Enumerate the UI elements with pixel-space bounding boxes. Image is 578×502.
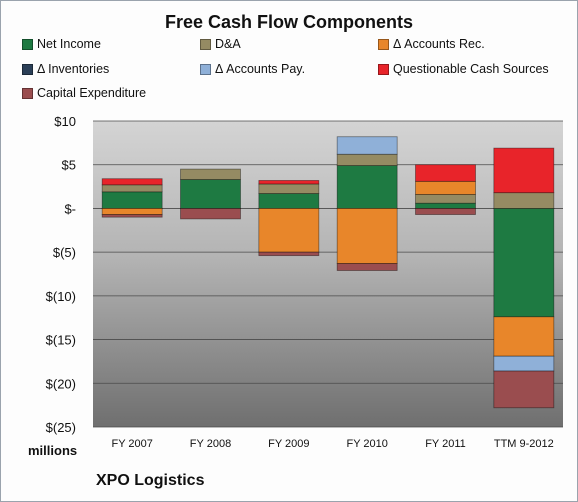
bar-segment [336,165,398,209]
bar-segment [415,208,476,215]
legend-swatch [22,38,33,50]
legend-swatch [22,87,33,99]
bar-segment [101,184,163,193]
bar-segment [180,208,241,220]
bar-segment [415,202,476,209]
bar-segment [493,316,555,357]
bar-segment [493,147,555,194]
bar-segment [258,193,320,209]
chart-title: Free Cash Flow Components [164,12,414,32]
bar-segment [493,370,555,409]
y-tick-label: $(5) [53,245,76,260]
legend-label: Net Income [37,37,101,51]
y-tick-label: $(20) [46,376,76,391]
x-tick-label: FY 2007 [111,438,152,450]
bar-segment [336,208,398,264]
legend-swatch [200,38,211,50]
bar-segment [493,355,555,372]
legend-label: Capital Expenditure [37,86,147,100]
bar-segment [180,179,241,209]
legend-item: Δ Inventories [22,62,109,76]
y-tick-label: $(10) [46,289,76,304]
legend-swatch [200,63,211,75]
bar-segment [258,208,320,253]
bar-segment [258,251,320,257]
units-label: millions [28,443,78,458]
legend-label: D&A [215,37,241,51]
bar-segment [101,191,163,209]
x-tick-label: FY 2011 [425,438,466,450]
y-tick-label: $(15) [46,333,76,348]
plot-area-background [93,121,563,427]
y-tick-label: $5 [62,158,76,173]
legend-item: Δ Accounts Pay. [200,62,305,76]
bar-segment [258,183,320,194]
bar-segment [336,153,398,166]
legend-item: Net Income [22,37,101,51]
bar-segment [336,263,398,271]
bar-segment [415,194,476,204]
x-tick-label: TTM 9-2012 [494,438,554,450]
legend-label: Questionable Cash Sources [393,62,549,76]
x-tick-label: FY 2010 [346,438,387,450]
legend-swatch [378,38,389,50]
y-tick-label: $(25) [46,420,76,435]
bar-segment [415,164,476,182]
legend-item: Questionable Cash Sources [378,62,549,76]
bar-segment [180,168,241,180]
x-tick-label: FY 2008 [190,438,231,450]
bar-segment [493,208,555,318]
company-label: XPO Logistics [96,472,205,489]
legend-item: Δ Accounts Rec. [378,37,485,51]
y-tick-label: $- [64,201,76,216]
x-tick-label: FY 2009 [268,438,309,450]
bar-segment [493,192,555,209]
bar-segment [258,180,320,185]
legend-label: Δ Accounts Rec. [393,37,485,51]
bar-segment [415,180,476,195]
bar-segment [101,214,163,218]
bar-segment [336,136,398,155]
legend-item: D&A [200,37,241,51]
bar-segment [101,208,163,215]
y-tick-label: $10 [54,114,76,129]
bar-segment [101,178,163,186]
legend-label: Δ Inventories [37,62,110,76]
legend-swatch [378,63,389,75]
legend-item: Capital Expenditure [22,86,146,100]
legend-swatch [22,63,33,75]
legend-label: Δ Accounts Pay. [215,62,306,76]
